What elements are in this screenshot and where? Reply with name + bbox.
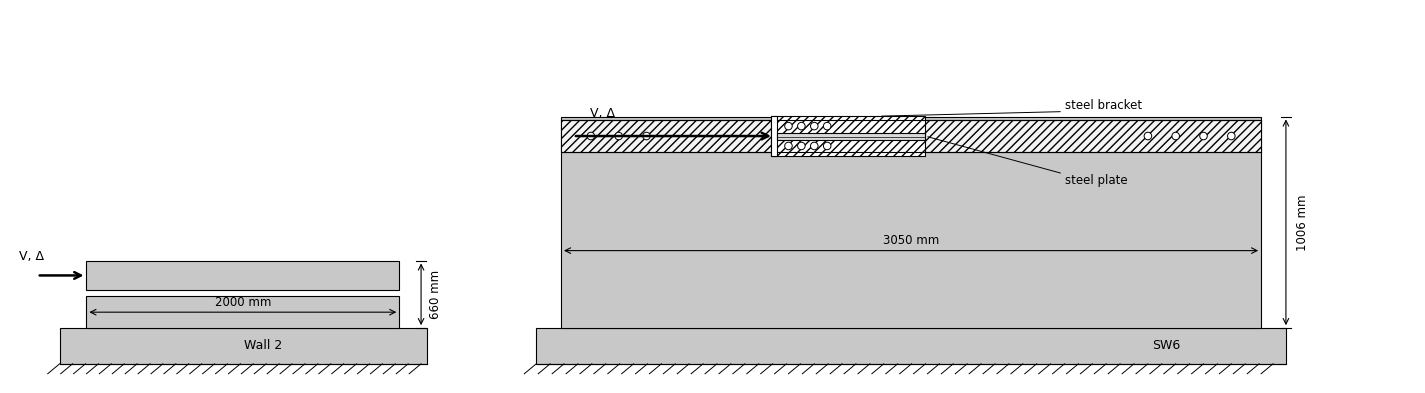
Circle shape	[785, 142, 792, 150]
Text: V, Δ: V, Δ	[20, 250, 44, 263]
Bar	[771, 116, 777, 156]
Circle shape	[811, 142, 818, 150]
Circle shape	[1144, 132, 1151, 140]
Circle shape	[811, 122, 818, 130]
Bar	[561, 134, 1261, 328]
Text: steel plate: steel plate	[1064, 174, 1127, 187]
Bar	[561, 117, 1261, 134]
Text: SW6: SW6	[1151, 340, 1180, 353]
Bar	[777, 132, 925, 140]
Bar	[60, 328, 428, 364]
Circle shape	[616, 132, 623, 140]
Circle shape	[798, 122, 805, 130]
Text: steel bracket: steel bracket	[1064, 99, 1143, 112]
Bar	[561, 120, 1261, 152]
Circle shape	[824, 122, 831, 130]
Circle shape	[785, 122, 792, 130]
Text: Wall 2: Wall 2	[244, 340, 282, 353]
Text: 660 mm: 660 mm	[429, 270, 442, 319]
Circle shape	[824, 142, 831, 150]
Circle shape	[587, 132, 594, 140]
Text: 1006 mm: 1006 mm	[1295, 194, 1308, 251]
Circle shape	[1227, 132, 1235, 140]
Bar	[87, 261, 399, 290]
Text: 2000 mm: 2000 mm	[215, 296, 271, 309]
Bar	[87, 296, 399, 328]
Circle shape	[1200, 132, 1207, 140]
Circle shape	[643, 132, 650, 140]
Text: V, Δ: V, Δ	[590, 107, 616, 120]
Circle shape	[1171, 132, 1180, 140]
Text: 3050 mm: 3050 mm	[884, 234, 939, 247]
Bar	[536, 328, 1285, 364]
Bar	[771, 116, 925, 156]
Circle shape	[798, 142, 805, 150]
